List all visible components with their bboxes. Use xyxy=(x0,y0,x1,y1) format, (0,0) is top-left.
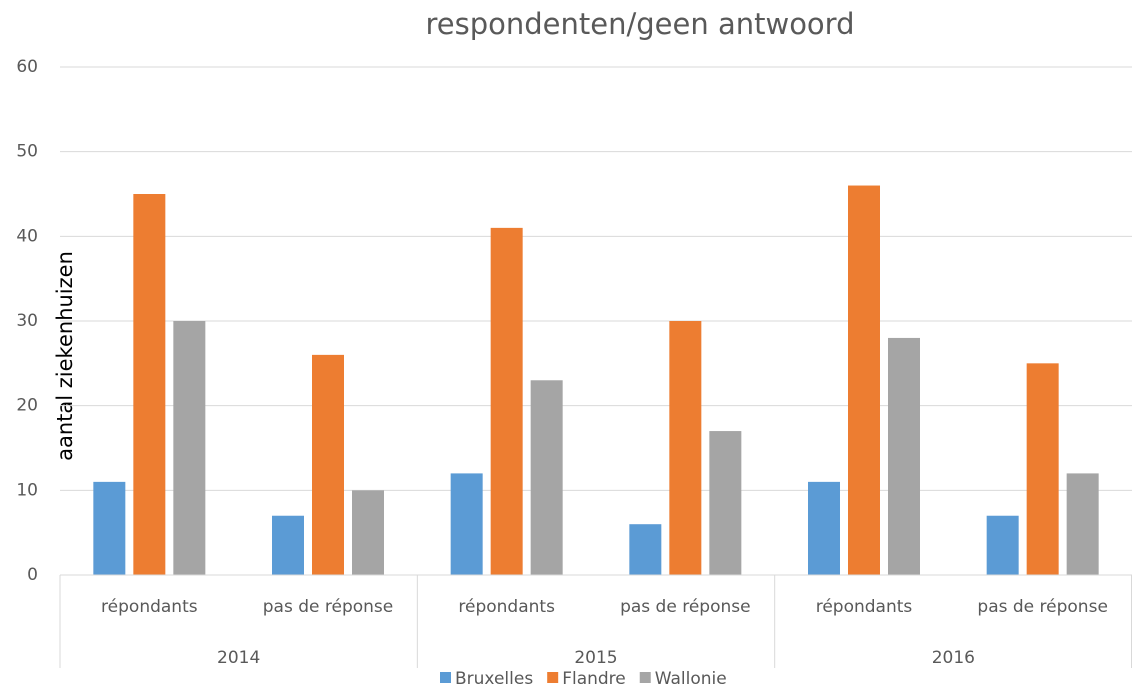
x-tick-label: pas de réponse xyxy=(620,597,750,617)
chart-title: respondenten/geen antwoord xyxy=(426,7,855,41)
bar xyxy=(272,515,304,575)
bar xyxy=(709,431,742,575)
group-label: 2015 xyxy=(574,648,617,668)
legend-label: Bruxelles xyxy=(455,669,533,689)
legend-swatch xyxy=(547,672,559,683)
bar xyxy=(1066,473,1099,575)
legend-label: Flandre xyxy=(562,669,626,689)
bar xyxy=(629,524,662,575)
y-tick-label: 20 xyxy=(16,396,38,416)
y-tick-label: 10 xyxy=(16,480,38,500)
bar xyxy=(530,380,563,575)
legend-label: Wallonie xyxy=(655,669,727,689)
bar xyxy=(808,481,840,575)
bar xyxy=(848,185,880,576)
y-tick-label: 50 xyxy=(16,142,38,162)
x-tick-label: répondants xyxy=(458,597,555,617)
y-tick-label: 40 xyxy=(16,226,38,246)
group-label: 2016 xyxy=(932,648,975,668)
bar xyxy=(352,490,384,575)
bar xyxy=(888,337,920,575)
x-tick-label: répondants xyxy=(816,597,913,617)
bar xyxy=(986,515,1019,575)
bar xyxy=(93,481,126,575)
y-tick-label: 30 xyxy=(16,311,38,331)
bar xyxy=(312,354,344,575)
y-tick-label: 60 xyxy=(16,57,38,77)
bar xyxy=(669,321,702,575)
bar xyxy=(173,321,206,575)
bar xyxy=(1026,363,1059,575)
x-tick-label: répondants xyxy=(101,597,198,617)
legend-swatch xyxy=(440,672,451,683)
x-tick-label: pas de réponse xyxy=(977,597,1107,617)
y-axis-label: aantal ziekenhuizen xyxy=(53,251,77,461)
bar xyxy=(490,227,523,575)
group-label: 2014 xyxy=(217,648,260,668)
legend-swatch xyxy=(639,672,651,683)
bar xyxy=(450,473,483,575)
y-tick-label: 0 xyxy=(27,565,38,585)
bar xyxy=(133,194,166,575)
x-tick-label: pas de réponse xyxy=(263,597,393,617)
